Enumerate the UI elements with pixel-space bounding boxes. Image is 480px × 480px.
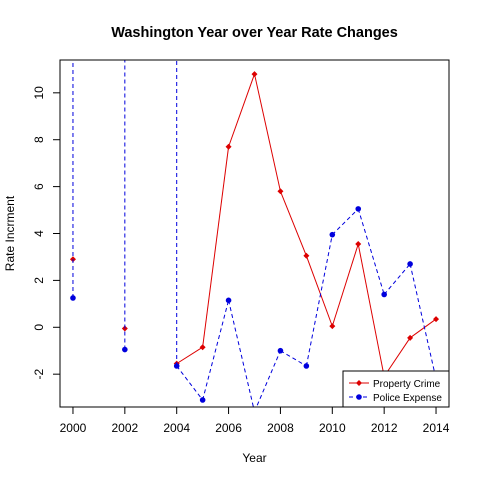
line-segment-property-crime xyxy=(357,243,385,377)
line-segment-property-crime xyxy=(176,346,203,365)
data-point-police-expense xyxy=(199,397,206,403)
chart-title: Washington Year over Year Rate Changes xyxy=(111,25,398,41)
data-point-property-crime xyxy=(225,143,232,150)
line-segment-police-expense xyxy=(331,208,359,236)
y-tick-label: 8 xyxy=(32,136,46,143)
x-tick-label: 2004 xyxy=(163,421,190,435)
legend-marker-property-crime xyxy=(356,380,362,386)
line-segment-police-expense xyxy=(357,208,385,295)
y-tick-label: 0 xyxy=(32,324,46,331)
data-point-police-expense xyxy=(381,291,387,298)
data-point-police-expense xyxy=(277,347,284,354)
y-tick-label: 10 xyxy=(32,86,46,100)
line-segment-property-crime xyxy=(305,255,333,327)
line-segment-property-crime xyxy=(279,191,307,256)
line-segment-property-crime xyxy=(383,337,411,377)
data-point-police-expense xyxy=(329,231,336,238)
y-tick-label: 4 xyxy=(32,230,46,237)
x-tick-label: 2008 xyxy=(267,421,294,435)
line-segment-property-crime xyxy=(409,318,437,339)
data-point-police-expense xyxy=(407,261,413,267)
legend-label-police-expense: Police Expense xyxy=(373,393,442,404)
line-segment-police-expense xyxy=(176,365,204,401)
x-axis-label: Year xyxy=(242,451,266,465)
legend: Property Crime Police Expense xyxy=(342,370,450,408)
line-segment-police-expense xyxy=(228,300,254,407)
line-segment-police-expense xyxy=(305,234,333,367)
data-point-property-crime xyxy=(251,71,258,78)
y-tick-label: -2 xyxy=(32,369,46,380)
data-point-property-crime xyxy=(303,252,310,259)
line-segment-police-expense xyxy=(280,350,307,367)
line-segment-police-expense xyxy=(409,263,437,379)
legend-marker-police-expense xyxy=(356,394,362,400)
data-point-police-expense xyxy=(122,346,128,353)
legend-box xyxy=(342,370,450,408)
x-tick-label: 2014 xyxy=(423,421,450,435)
x-tick-label: 2010 xyxy=(319,421,346,435)
x-tick-label: 2012 xyxy=(371,421,398,435)
line-segment-property-crime xyxy=(202,146,230,348)
x-tick-label: 2002 xyxy=(111,421,138,435)
data-point-police-expense xyxy=(303,363,310,369)
data-point-property-crime xyxy=(355,241,362,248)
series-property-crime xyxy=(69,71,440,380)
data-point-property-crime xyxy=(199,344,206,351)
x-tick-label: 2006 xyxy=(215,421,242,435)
data-point-property-crime xyxy=(407,334,414,341)
legend-label-property-crime: Property Crime xyxy=(373,379,441,390)
data-point-police-expense xyxy=(70,295,76,301)
series-police-expense xyxy=(70,60,439,407)
line-segment-police-expense xyxy=(202,300,230,401)
line-segment-property-crime xyxy=(228,73,255,147)
data-point-property-crime xyxy=(433,316,440,323)
data-point-police-expense xyxy=(225,297,232,304)
data-point-property-crime xyxy=(277,188,284,195)
line-segment-property-crime xyxy=(254,73,281,192)
data-point-police-expense xyxy=(173,363,180,369)
x-tick-label: 2000 xyxy=(60,421,87,435)
plot-area xyxy=(69,60,440,407)
data-point-police-expense xyxy=(355,206,362,212)
data-point-property-crime xyxy=(329,323,336,330)
y-axis-label: Rate Incrment xyxy=(3,195,17,271)
y-tick-label: 6 xyxy=(32,183,46,190)
line-segment-property-crime xyxy=(331,243,359,327)
plot-frame xyxy=(59,59,450,408)
y-tick-label: 2 xyxy=(32,277,46,284)
